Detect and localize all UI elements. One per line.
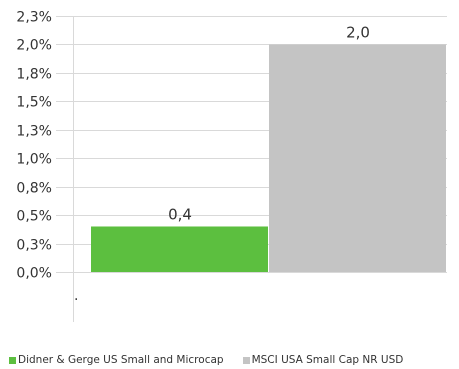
y-axis-tick-labels: 0,0% 0,3% 0,5% 0,8% 1,0% 1,3% 1,5% 1,8% 2,0% 2,3% <box>16 10 52 282</box>
data-label-1: 2,0 <box>346 23 370 41</box>
x-axis-tick-label: . <box>74 288 78 304</box>
y-tick-label-2: 0,5% <box>16 209 52 225</box>
legend-label-fund: Didner & Gerge US Small and Microcap <box>18 354 224 366</box>
bar-0 <box>91 226 268 272</box>
y-tick-label-1: 0,3% <box>16 238 52 254</box>
data-label-0: 0,4 <box>168 205 192 223</box>
bar-chart: 0,0% 0,3% 0,5% 0,8% 1,0% 1,3% 1,5% 1,8% 2,0% 2,3%… <box>16 10 447 322</box>
legend-swatch-index <box>242 356 250 364</box>
bars <box>91 44 446 272</box>
y-tick-label-0: 0,0% <box>16 266 52 282</box>
y-tick-label-7: 1,8% <box>16 67 52 83</box>
y-tick-label-9: 2,3% <box>16 10 52 26</box>
legend-item-index: MSCI USA Small Cap NR USD <box>242 354 404 366</box>
y-tick-label-5: 1,3% <box>16 124 52 140</box>
legend: Didner & Gerge US Small and Microcap MSC… <box>9 354 422 366</box>
legend-swatch-fund <box>9 356 16 364</box>
y-tick-label-3: 0,8% <box>16 181 52 197</box>
data-labels: 0,4 2,0 <box>168 23 370 223</box>
bar-1 <box>269 44 446 272</box>
y-tick-label-8: 2,0% <box>16 38 52 54</box>
y-tick-label-6: 1,5% <box>16 95 52 111</box>
legend-item-fund: Didner & Gerge US Small and Microcap <box>9 354 224 366</box>
y-tick-label-4: 1,0% <box>16 152 52 168</box>
legend-label-index: MSCI USA Small Cap NR USD <box>251 354 404 366</box>
